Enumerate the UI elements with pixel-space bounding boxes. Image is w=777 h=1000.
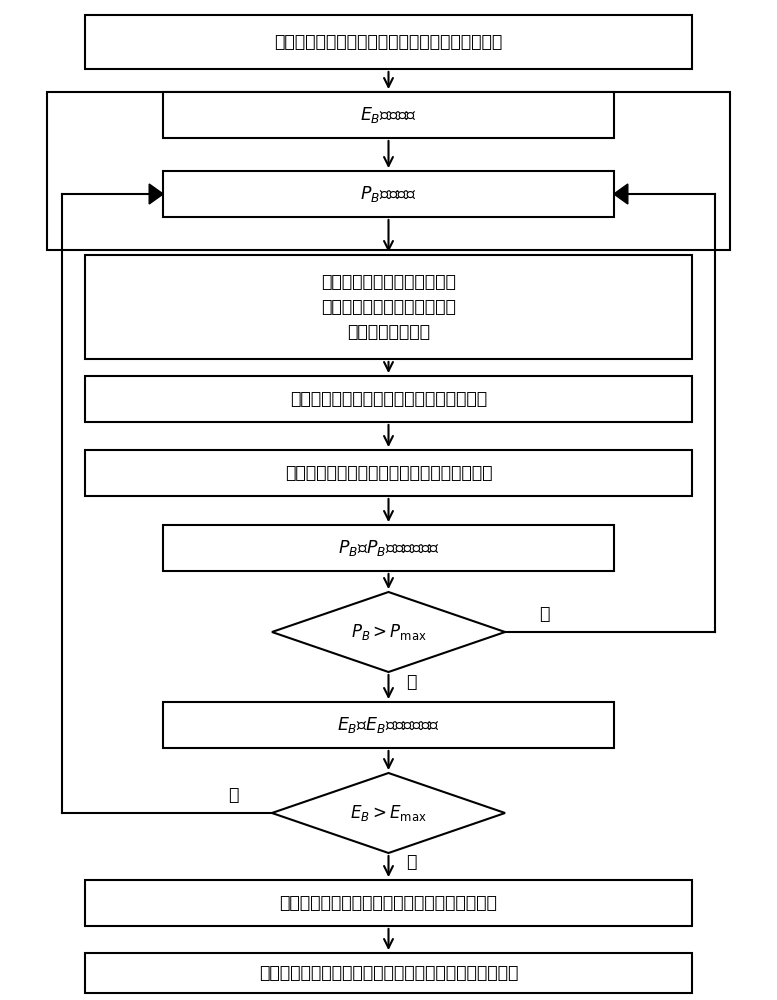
Polygon shape <box>149 184 163 204</box>
Bar <box>85 880 692 926</box>
Bar <box>85 450 692 496</box>
Text: 选取净收益最大的配置方案作为储能系统的待选配置方案: 选取净收益最大的配置方案作为储能系统的待选配置方案 <box>259 964 518 982</box>
Text: $P_B > P_{\mathrm{max}}$: $P_B > P_{\mathrm{max}}$ <box>350 622 427 642</box>
Polygon shape <box>614 184 628 204</box>
Text: 否: 否 <box>538 605 549 623</box>
Text: $P_B$＝$P_B$＋第一固定值: $P_B$＝$P_B$＋第一固定值 <box>337 538 440 558</box>
Text: 是: 是 <box>406 852 417 870</box>
Bar <box>163 171 614 217</box>
Bar <box>163 702 614 748</box>
Bar <box>85 376 692 422</box>
Bar <box>85 15 692 69</box>
Bar <box>47 92 730 250</box>
Bar <box>163 92 614 138</box>
Text: 根据每日充放电深度计算储能系统运行寿命: 根据每日充放电深度计算储能系统运行寿命 <box>290 390 487 408</box>
Polygon shape <box>272 592 505 672</box>
Text: 否: 否 <box>228 786 239 804</box>
Bar <box>85 255 692 359</box>
Text: $P_B$＝初始值: $P_B$＝初始值 <box>361 184 416 204</box>
Text: 得到各配置方案下储能系统全寿命周期内净收益: 得到各配置方案下储能系统全寿命周期内净收益 <box>280 894 497 912</box>
Text: 计算在该配置下储能系统全寿命周期内净收益: 计算在该配置下储能系统全寿命周期内净收益 <box>284 464 493 482</box>
Text: 根据第二层优化目标函数求解
优化的储能系统充、放电功率
及新增风电接纳量: 根据第二层优化目标函数求解 优化的储能系统充、放电功率 及新增风电接纳量 <box>321 273 456 341</box>
Bar <box>85 953 692 993</box>
Bar <box>163 525 614 571</box>
Text: 是: 是 <box>406 673 417 691</box>
Text: $E_B > E_{\mathrm{max}}$: $E_B > E_{\mathrm{max}}$ <box>350 803 427 823</box>
Text: $E_B$＝$E_B$＋第二固定值: $E_B$＝$E_B$＋第二固定值 <box>337 715 440 735</box>
Text: 输入负荷、风电数据及火电机组常规调峰出力范围: 输入负荷、风电数据及火电机组常规调峰出力范围 <box>274 33 503 51</box>
Text: $E_B$＝初始值: $E_B$＝初始值 <box>360 105 417 125</box>
Polygon shape <box>272 773 505 853</box>
